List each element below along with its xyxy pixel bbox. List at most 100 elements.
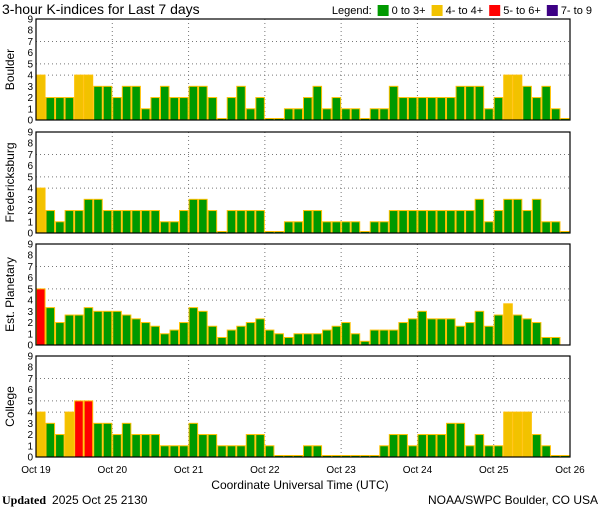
bar (484, 108, 494, 121)
x-tick-label: Oct 22 (250, 465, 280, 476)
bar (436, 97, 447, 121)
bar (188, 422, 199, 458)
panel-label: Est. Planetary (3, 257, 17, 332)
bar (140, 108, 151, 121)
bar (426, 434, 437, 458)
bar (446, 210, 456, 234)
bar (93, 310, 103, 346)
y-tick-label: 8 (27, 251, 33, 262)
chart-title: 3-hour K-indices for Last 7 days (2, 1, 200, 17)
bar (179, 97, 189, 121)
y-tick-label: 1 (27, 217, 33, 228)
bar (55, 221, 65, 234)
bar (179, 210, 189, 234)
bar (541, 445, 551, 458)
y-tick-label: 9 (27, 15, 33, 26)
bar (245, 322, 256, 346)
bar (159, 85, 170, 121)
bar (303, 445, 313, 458)
bar (465, 322, 475, 346)
bar (312, 333, 323, 346)
x-axis-label: Coordinate Universal Time (UTC) (211, 478, 388, 492)
bar (522, 85, 532, 121)
bar (131, 434, 141, 458)
bar (36, 411, 46, 458)
bar (531, 198, 542, 234)
bar (112, 97, 122, 121)
bar (465, 85, 475, 121)
bar (64, 314, 75, 346)
bar (226, 97, 237, 121)
bar (74, 74, 84, 121)
y-tick-label: 7 (27, 150, 33, 161)
bar (503, 303, 513, 346)
y-tick-label: 3 (27, 307, 33, 318)
bar (236, 325, 246, 346)
bar (426, 97, 437, 121)
bar (45, 97, 56, 121)
y-tick-label: 3 (27, 419, 33, 430)
bar (512, 198, 523, 234)
panel-label: College (3, 386, 17, 427)
bar (36, 74, 46, 121)
bar (74, 210, 84, 234)
bar (398, 97, 408, 121)
bar (159, 333, 170, 346)
bar (131, 85, 141, 121)
bar (550, 336, 561, 346)
bar (417, 310, 427, 346)
bar (131, 210, 141, 234)
y-tick-label: 7 (27, 37, 33, 48)
bar (217, 445, 227, 458)
y-tick-label: 3 (27, 195, 33, 206)
bar (503, 411, 513, 458)
bar (112, 210, 122, 234)
x-tick-label: Oct 24 (403, 465, 433, 476)
y-tick-label: 7 (27, 374, 33, 385)
bar (350, 221, 361, 234)
bar (83, 400, 94, 458)
bar (379, 221, 389, 234)
bar (93, 85, 103, 121)
bar (74, 314, 84, 346)
bar (550, 108, 561, 121)
bar (207, 210, 218, 234)
bar (322, 108, 332, 121)
bar (417, 210, 427, 234)
bar (531, 97, 542, 121)
bar (102, 422, 113, 458)
y-tick-label: 0 (27, 341, 33, 352)
bar (150, 210, 160, 234)
bar (188, 307, 199, 346)
bar (522, 210, 532, 234)
bar (503, 74, 513, 121)
bar (446, 97, 456, 121)
bar (484, 325, 494, 346)
bar (36, 187, 46, 234)
bar (407, 445, 418, 458)
bar (379, 108, 389, 121)
bar (474, 198, 485, 234)
y-tick-label: 3 (27, 82, 33, 93)
y-tick-label: 1 (27, 329, 33, 340)
x-tick-label: Oct 20 (98, 465, 128, 476)
bar (503, 198, 513, 234)
bar (303, 210, 313, 234)
bar (169, 329, 180, 346)
x-tick-label: Oct 25 (479, 465, 509, 476)
bar (369, 329, 380, 346)
bar (398, 434, 408, 458)
panel-frame (35, 18, 571, 121)
y-tick-label: 5 (27, 284, 33, 295)
y-tick-label: 6 (27, 161, 33, 172)
y-tick-label: 4 (27, 184, 33, 195)
panel-label: Fredericksburg (3, 142, 17, 222)
bar (36, 288, 46, 346)
panel-frame (35, 355, 571, 458)
bar (426, 318, 437, 346)
credit: NOAA/SWPC Boulder, CO USA (428, 493, 598, 507)
y-tick-label: 4 (27, 71, 33, 82)
bar (150, 97, 160, 121)
